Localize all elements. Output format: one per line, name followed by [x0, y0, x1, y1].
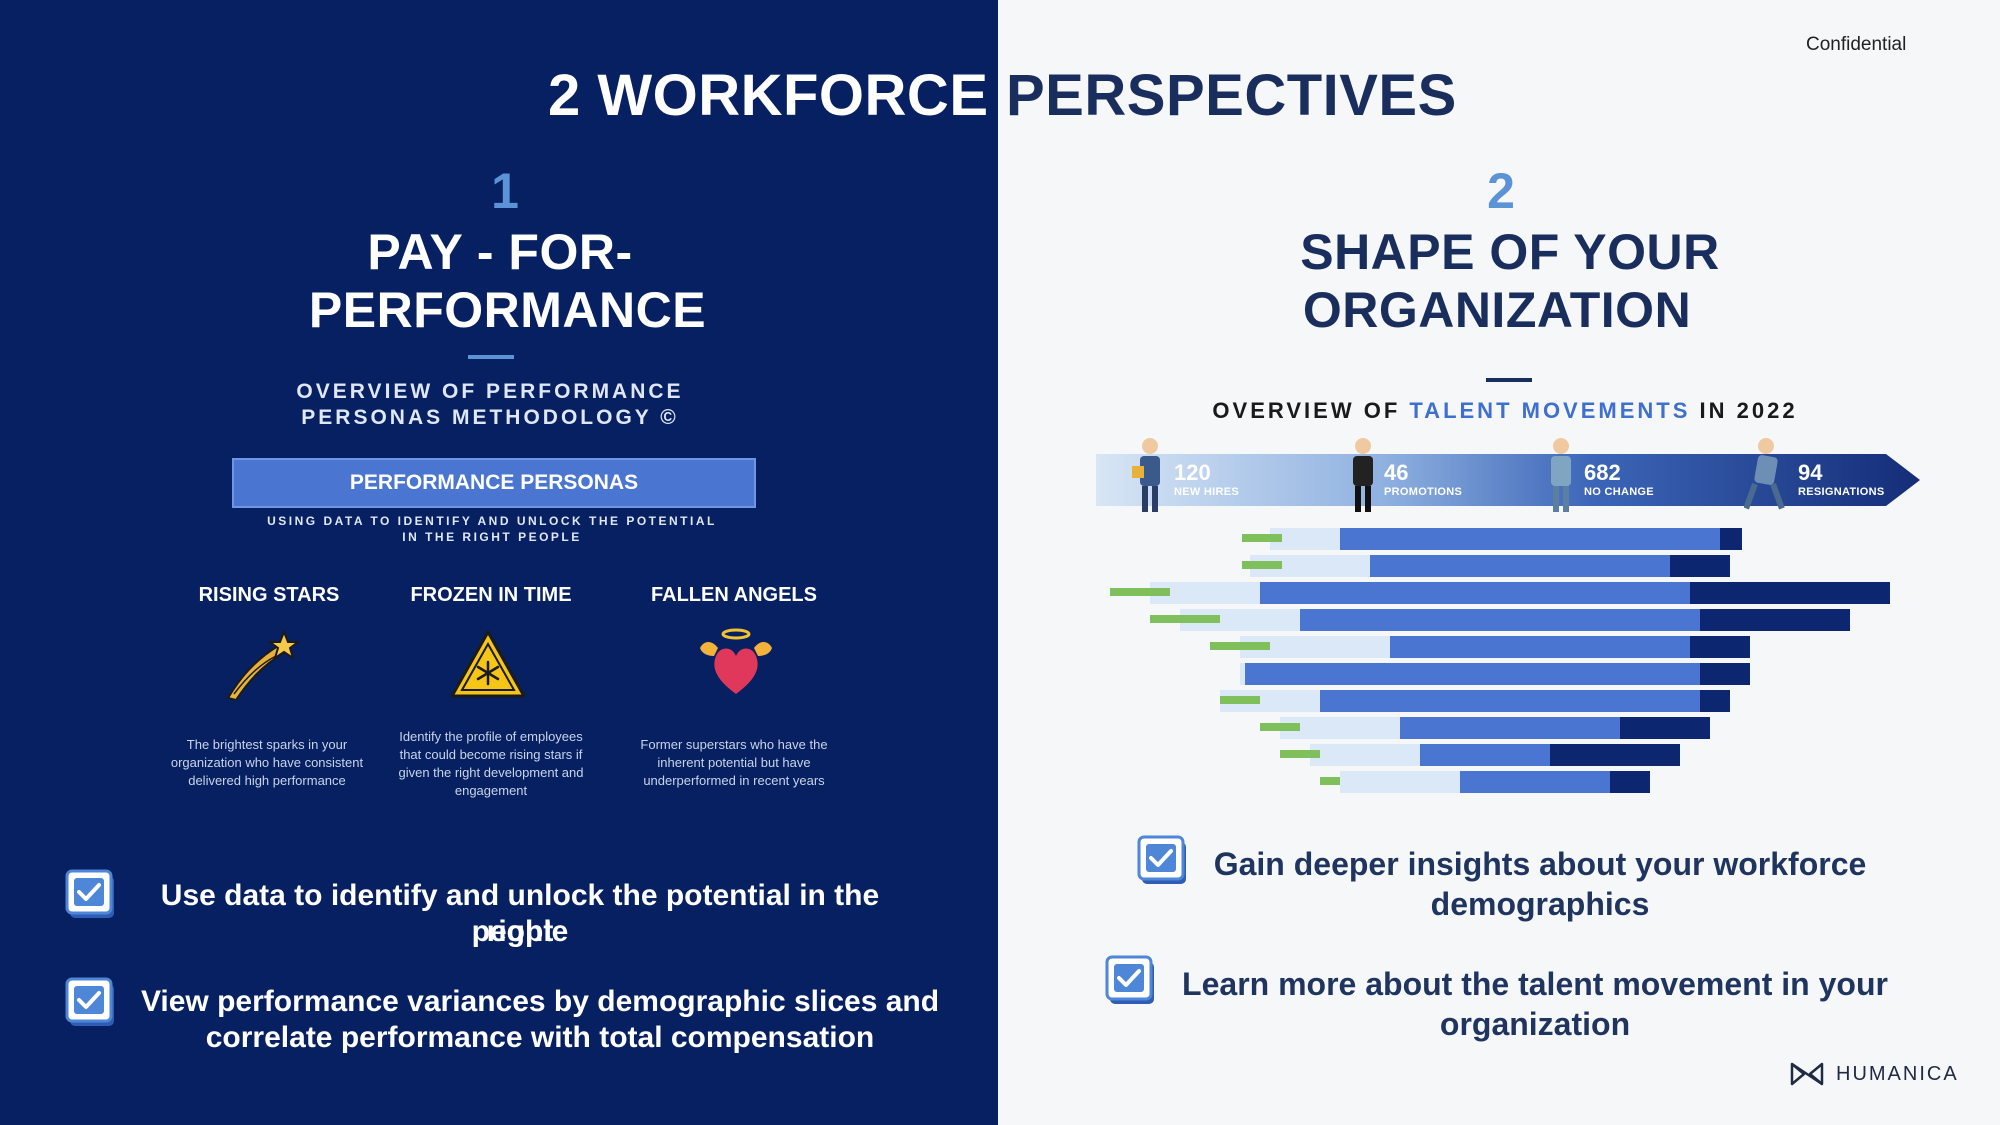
right-section-title-line1: SHAPE OF YOUR [1300, 224, 1720, 280]
persona-desc-rising-stars: The brightest sparks in your organizatio… [170, 737, 364, 788]
stat-resignations: 94 RESIGNATIONS [1798, 460, 1885, 498]
stat-label: NEW HIRES [1174, 486, 1240, 498]
stat-new-hires: 120 NEW HIRES [1174, 460, 1239, 498]
funnel-row [1340, 771, 1650, 793]
left-title-divider [468, 355, 514, 359]
left-bullet-1-line2: people [471, 915, 569, 948]
right-bullet-1-line2: demographics [1430, 886, 1650, 922]
funnel-row [1180, 609, 1850, 631]
overview-suffix: IN 2022 [1690, 398, 1798, 423]
stat-value: 682 [1584, 460, 1621, 485]
checkbox-icon [65, 977, 114, 1026]
funnel-row [1240, 663, 1750, 685]
right-overview-heading: OVERVIEW OF TALENT MOVEMENTS IN 2022 [1160, 398, 1850, 424]
funnel-row [1220, 690, 1730, 712]
stat-label: PROMOTIONS [1384, 486, 1463, 498]
left-bullet-1-line1: Use data to identify and unlock the pote… [160, 879, 880, 948]
stat-value: 120 [1174, 460, 1211, 485]
right-bullet-2-line1: Learn more about the talent movement in … [1182, 966, 1888, 1002]
left-using-line2: IN THE RIGHT PEOPLE [402, 530, 582, 544]
left-overview-line2: PERSONAS METHODOLOGY © [301, 406, 679, 429]
title-right: PERSPECTIVES [1006, 63, 1457, 128]
stat-label: NO CHANGE [1584, 486, 1654, 498]
logo-text: HUMANICA [1836, 1062, 1959, 1085]
org-shape-funnel-graphic [1110, 528, 1890, 793]
person-no-change-icon [1551, 438, 1571, 512]
humanica-logo: HUMANICA [1790, 1062, 1959, 1086]
persona-desc-fallen-angels: Former superstars who have the inherent … [640, 737, 828, 788]
persona-name-frozen-in-time: FROZEN IN TIME [410, 584, 572, 606]
funnel-row [1250, 555, 1730, 577]
right-title-divider [1486, 378, 1532, 382]
left-section-title-line2: PERFORMANCE [308, 282, 707, 338]
person-new-hire-icon [1132, 438, 1160, 512]
left-panel [0, 0, 998, 1125]
right-bullet-2-line2: organization [1439, 1006, 1631, 1042]
title-left: 2 WORKFORCE [548, 63, 989, 128]
left-overview-line1: OVERVIEW OF PERFORMANCE [296, 380, 684, 403]
confidential-label: Confidential [1806, 34, 1907, 55]
funnel-row [1270, 528, 1742, 550]
funnel-row [1240, 636, 1750, 658]
stat-value: 94 [1798, 460, 1823, 485]
funnel-row [1310, 744, 1680, 766]
persona-name-fallen-angels: FALLEN ANGELS [651, 584, 817, 606]
overview-highlight: TALENT MOVEMENTS [1409, 398, 1691, 423]
left-using-line1: USING DATA TO IDENTIFY AND UNLOCK THE PO… [267, 514, 717, 528]
winged-heart-icon [700, 628, 772, 694]
talent-stats-arrow [1096, 454, 1920, 506]
snowflake-warning-icon [450, 630, 526, 698]
checkbox-icon [1105, 955, 1154, 1004]
stat-promotions: 46 PROMOTIONS [1384, 460, 1462, 498]
right-section-title-line2: ORGANIZATION [1302, 282, 1692, 338]
person-promotion-icon [1353, 438, 1373, 512]
stat-label: RESIGNATIONS [1798, 486, 1885, 498]
checkbox-icon [65, 869, 114, 918]
funnel-row [1280, 717, 1710, 739]
funnel-row [1150, 582, 1890, 604]
stat-value: 46 [1384, 460, 1409, 485]
humanica-logo-icon [1790, 1062, 1824, 1086]
overview-prefix: OVERVIEW OF [1212, 398, 1410, 423]
left-section-title-line1: PAY - FOR- [367, 224, 633, 280]
shooting-star-icon [226, 629, 300, 702]
person-resignation-icon [1744, 438, 1785, 510]
left-bullet-2-line2: correlate performance with total compens… [205, 1021, 875, 1054]
stat-no-change: 682 NO CHANGE [1584, 460, 1654, 498]
left-bullet-2-line1: View performance variances by demographi… [140, 985, 940, 1018]
checkbox-icon [1137, 835, 1186, 884]
persona-name-rising-stars: RISING STARS [198, 584, 340, 606]
left-section-number: 1 [491, 163, 519, 219]
persona-desc-frozen-in-time: Identify the profile of employees that c… [398, 729, 584, 798]
performance-personas-bar: PERFORMANCE PERSONAS [232, 458, 756, 508]
right-bullet-1-line1: Gain deeper insights about your workforc… [1213, 846, 1867, 882]
right-section-number: 2 [1487, 163, 1515, 219]
